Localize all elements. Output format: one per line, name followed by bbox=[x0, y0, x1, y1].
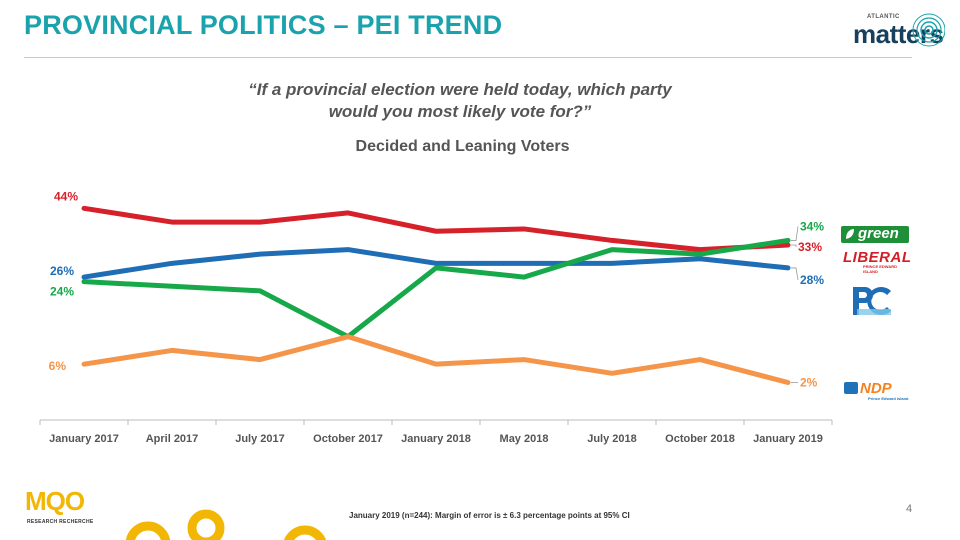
x-tick-label: October 2018 bbox=[665, 433, 735, 445]
ndp-series-line bbox=[81, 334, 791, 385]
leaf-icon bbox=[846, 229, 854, 239]
x-tick-label: July 2018 bbox=[587, 433, 637, 445]
mqo-subtext: RESEARCH RECHERCHE bbox=[27, 519, 94, 525]
x-tick-label: April 2017 bbox=[146, 433, 199, 445]
green-series-line bbox=[81, 237, 791, 340]
x-tick-label: July 2017 bbox=[235, 433, 285, 445]
liberal-end-leader bbox=[791, 244, 797, 247]
liberal-start-label: 44% bbox=[54, 189, 78, 203]
x-tick-label: January 2018 bbox=[401, 433, 471, 445]
ndp-party-logo: NDP Prince Edward Island bbox=[844, 380, 912, 401]
liberal-party-logo: LIBERAL PRINCE EDWARD ISLAND bbox=[841, 249, 912, 274]
pc-end-leader bbox=[791, 267, 799, 280]
x-tick-label: May 2018 bbox=[500, 433, 549, 445]
signal-waves-icon bbox=[912, 13, 945, 47]
green-end-label: 34% bbox=[800, 219, 824, 233]
survey-question: “If a provincial election were held toda… bbox=[180, 79, 740, 123]
x-tick-label: January 2017 bbox=[49, 433, 119, 445]
green-party-text: green bbox=[858, 225, 899, 242]
green-party-logo: green bbox=[841, 225, 909, 243]
chart-subtitle: Decided and Leaning Voters bbox=[355, 138, 570, 155]
green-start-label: 24% bbox=[50, 285, 74, 299]
ndp-party-subtext: Prince Edward Island bbox=[868, 396, 909, 401]
margin-of-error-note: January 2019 (n=244): Margin of error is… bbox=[349, 511, 630, 520]
ndp-start-label: 6% bbox=[49, 359, 67, 373]
pc-logo-mark bbox=[853, 287, 891, 315]
question-line-2: would you most likely vote for?” bbox=[328, 102, 592, 121]
ndp-badge-icon bbox=[844, 382, 858, 394]
x-tick-label: January 2019 bbox=[753, 433, 823, 445]
pc-start-label: 26% bbox=[50, 264, 74, 278]
title-divider bbox=[24, 57, 912, 58]
atlantic-matters-logo: ATLANTIC matters bbox=[845, 8, 945, 48]
ndp-party-text: NDP bbox=[860, 380, 892, 397]
pc-end-label: 28% bbox=[800, 273, 824, 287]
pc-series-line bbox=[81, 247, 791, 280]
liberal-party-text: LIBERAL bbox=[843, 249, 912, 266]
green-end-leader bbox=[791, 226, 799, 241]
pc-party-logo bbox=[851, 285, 895, 317]
x-tick-label: October 2017 bbox=[313, 433, 383, 445]
liberal-party-subtext: PRINCE EDWARD ISLAND bbox=[863, 264, 898, 274]
liberal-series-line bbox=[81, 205, 791, 253]
question-line-1: “If a provincial election were held toda… bbox=[248, 80, 672, 99]
slide-title: PROVINCIAL POLITICS – PEI TREND bbox=[24, 10, 503, 40]
mqo-logo: MQO RESEARCH RECHERCHE bbox=[25, 486, 115, 530]
page-number: 4 bbox=[906, 503, 913, 515]
ndp-end-label: 2% bbox=[800, 376, 818, 390]
brand-atlantic-text: ATLANTIC bbox=[867, 14, 900, 20]
liberal-end-label: 33% bbox=[798, 240, 822, 254]
mqo-letters: MQO bbox=[25, 486, 85, 516]
